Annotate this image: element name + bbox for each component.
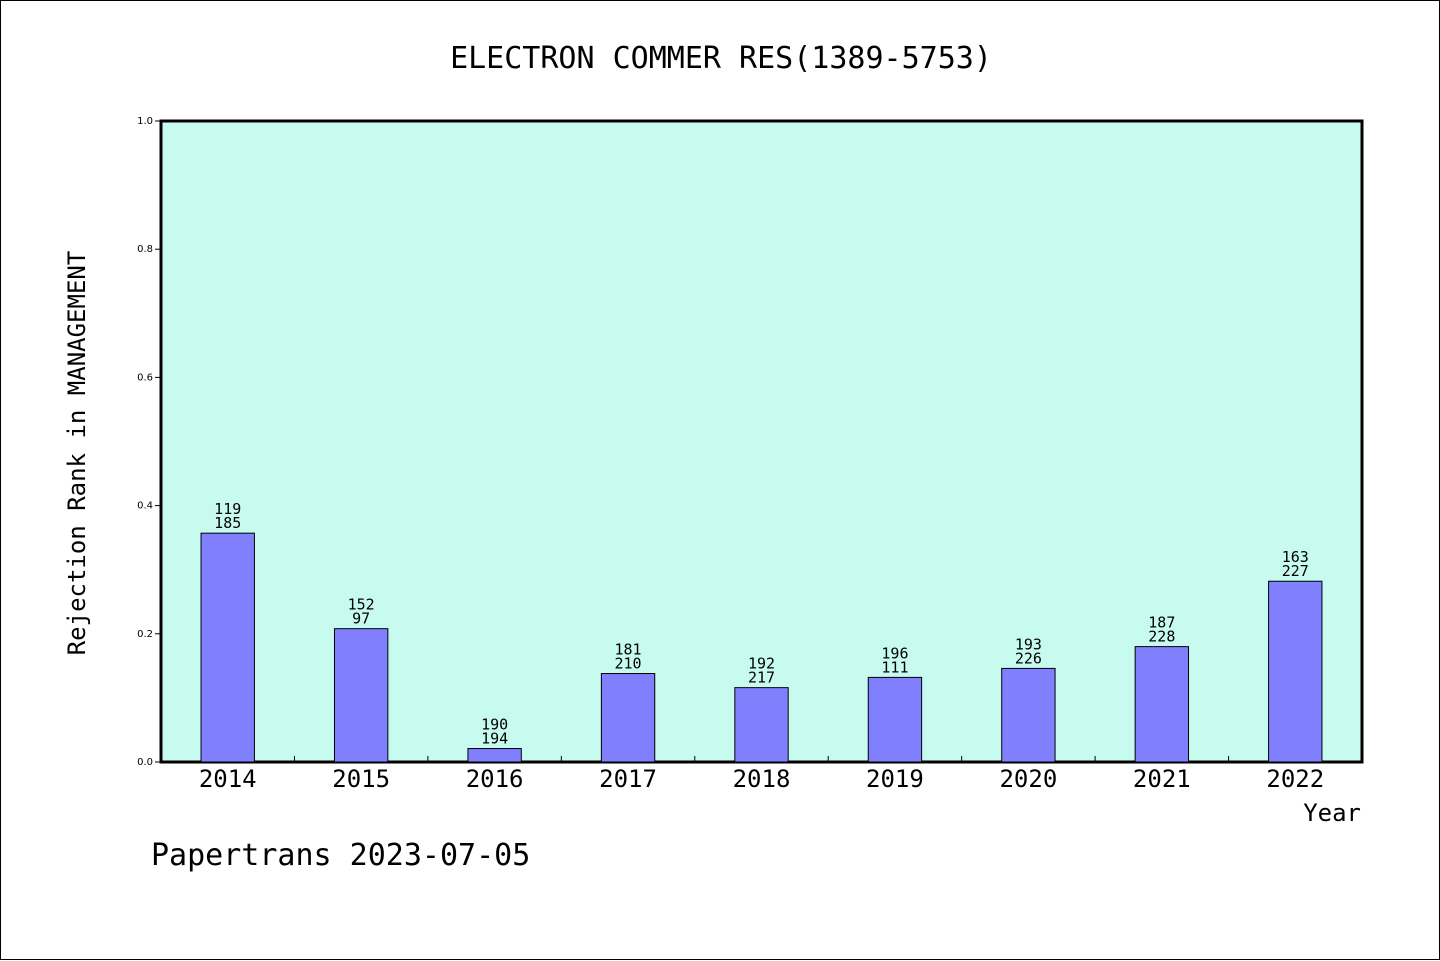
- chart-title: ELECTRON COMMER RES(1389-5753): [450, 41, 992, 76]
- y-tick-label: 1.0: [137, 116, 153, 127]
- bar-label-bottom: 228: [1148, 628, 1175, 646]
- bar-label-bottom: 210: [615, 655, 642, 673]
- bar-label-top: 119: [214, 500, 241, 518]
- y-tick-label: 0.2: [137, 629, 153, 640]
- y-tick-label: 0.6: [137, 372, 153, 383]
- x-tick-label: 2017: [599, 765, 657, 793]
- bar-2019: [867, 676, 923, 763]
- y-tick-label: 0.0: [137, 757, 153, 768]
- bar-label-bottom: 97: [352, 610, 370, 628]
- bar-label-top: 193: [1015, 635, 1042, 653]
- bar-label-bottom: 185: [214, 514, 241, 532]
- bar-label-top: 152: [348, 596, 375, 614]
- bar-label-top: 163: [1282, 548, 1309, 566]
- bar-2021: [1134, 646, 1190, 763]
- x-axis-label: Year: [1303, 799, 1361, 827]
- bar-label-bottom: 227: [1282, 562, 1309, 580]
- bar-2022: [1268, 580, 1323, 763]
- x-tick-label: 2019: [866, 765, 924, 793]
- bar-2017: [600, 673, 656, 763]
- footer-text: Papertrans 2023-07-05: [151, 838, 530, 873]
- bar-2014: [200, 532, 255, 763]
- x-tick-label: 2022: [1266, 765, 1324, 793]
- bar-label-bottom: 217: [748, 669, 775, 687]
- bar-label-top: 192: [748, 655, 775, 673]
- x-axis-ticks: 2014 2015 2016 2017 2018 2019 2020 2021 2022: [199, 756, 1324, 793]
- bars: [200, 532, 1323, 763]
- x-tick-label: 2014: [199, 765, 257, 793]
- bar-2018: [734, 687, 789, 763]
- bar-label-top: 190: [481, 716, 508, 734]
- bar-label-bottom: 194: [481, 730, 508, 748]
- y-axis-ticks: 0.0 0.2 0.4 0.6 0.8 1.0: [137, 116, 161, 768]
- x-tick-label: 2020: [999, 765, 1057, 793]
- bar-label-bottom: 226: [1015, 649, 1042, 667]
- y-axis-label: Rejection Rank in MANAGEMENT: [63, 251, 91, 656]
- bar-2015: [333, 628, 389, 763]
- y-tick-label: 0.8: [137, 244, 153, 255]
- x-tick-label: 2021: [1133, 765, 1191, 793]
- x-tick-label: 2016: [466, 765, 524, 793]
- bar-label-top: 196: [881, 644, 908, 662]
- x-tick-label: 2015: [332, 765, 390, 793]
- bar-label-bottom: 111: [881, 658, 908, 676]
- bar-label-top: 187: [1148, 614, 1175, 632]
- bar-2020: [1001, 667, 1056, 763]
- bar-label-top: 181: [615, 641, 642, 659]
- bar-2016: [467, 748, 522, 763]
- x-tick-label: 2018: [733, 765, 791, 793]
- y-tick-label: 0.4: [137, 501, 153, 512]
